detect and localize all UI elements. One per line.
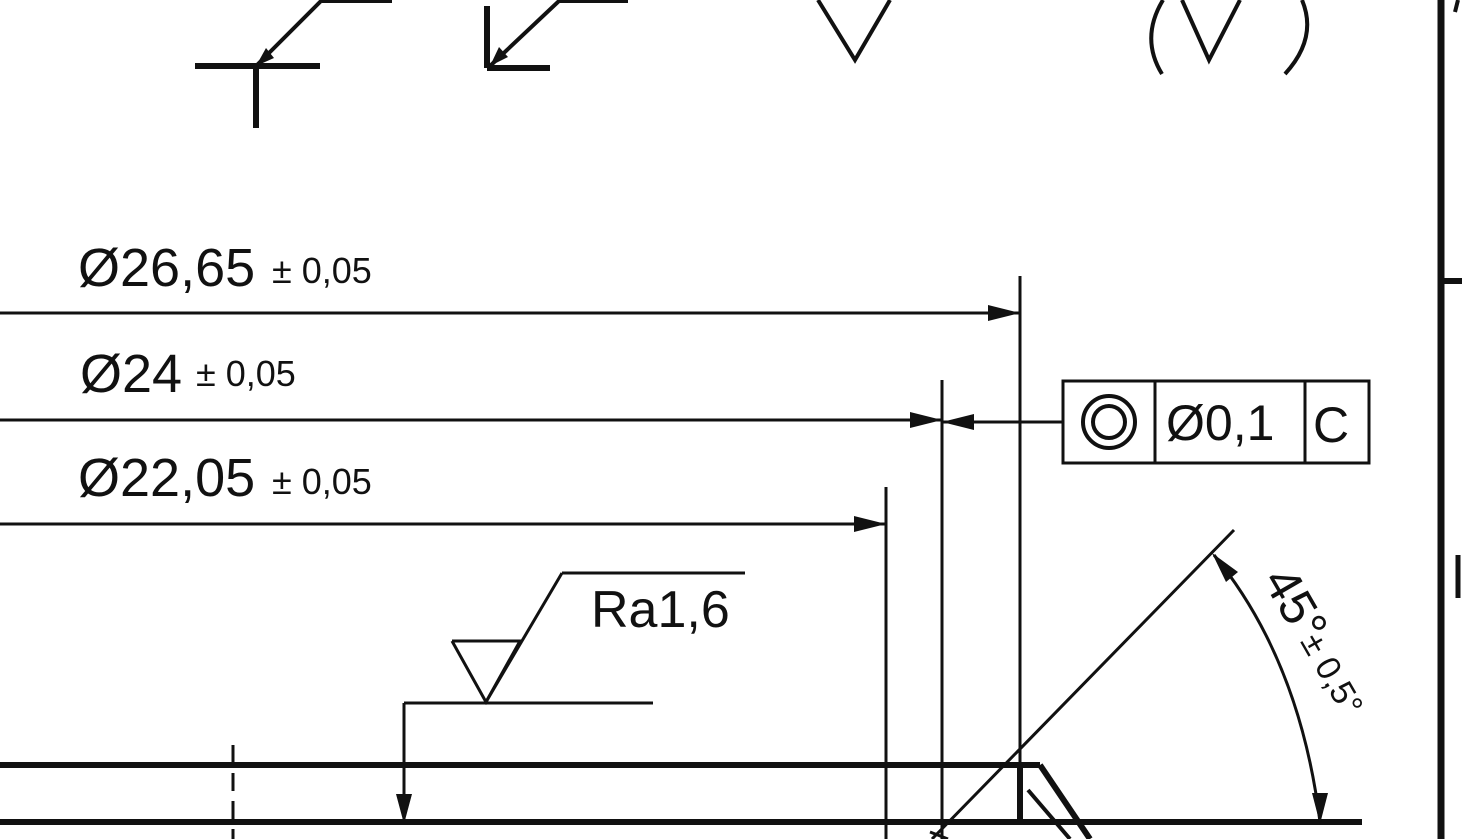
surface-finish-symbol xyxy=(396,571,745,824)
dimension-d1-tolerance: ± 0,05 xyxy=(272,250,372,291)
drawing-border xyxy=(1437,0,1462,839)
fcf-tolerance: Ø0,1 xyxy=(1166,395,1274,451)
part-outline xyxy=(0,528,1362,839)
weld-symbol-corner-icon xyxy=(484,0,628,71)
dimension-line-d3 xyxy=(0,516,886,532)
angle-dimension-arc xyxy=(1212,553,1328,824)
machining-triangle-icon xyxy=(816,0,892,64)
feature-control-frame: Ø0,1 C xyxy=(1061,379,1371,465)
angle-label: 45° ± 0,5° xyxy=(1252,558,1370,723)
angle-tolerance: ± 0,5° xyxy=(1293,626,1370,722)
dimension-d3-value: Ø22,05 xyxy=(78,448,255,508)
dimension-d2-value: Ø24 xyxy=(80,344,182,404)
bracketed-surface-symbol-icon xyxy=(1149,0,1310,76)
fcf-leader xyxy=(942,414,1063,430)
dimension-line-d2 xyxy=(0,412,942,428)
dimension-line-d1 xyxy=(0,305,1020,321)
dimension-d1-value: Ø26,65 xyxy=(78,238,255,298)
extension-lines xyxy=(884,276,1022,839)
dimension-d3-tolerance: ± 0,05 xyxy=(272,461,372,502)
weld-symbol-tee-icon xyxy=(195,0,392,128)
dimension-d2-tolerance: ± 0,05 xyxy=(196,353,296,394)
fcf-datum: C xyxy=(1313,397,1349,453)
concentricity-icon xyxy=(1081,394,1137,450)
surface-roughness-label: Ra1,6 xyxy=(591,581,730,639)
